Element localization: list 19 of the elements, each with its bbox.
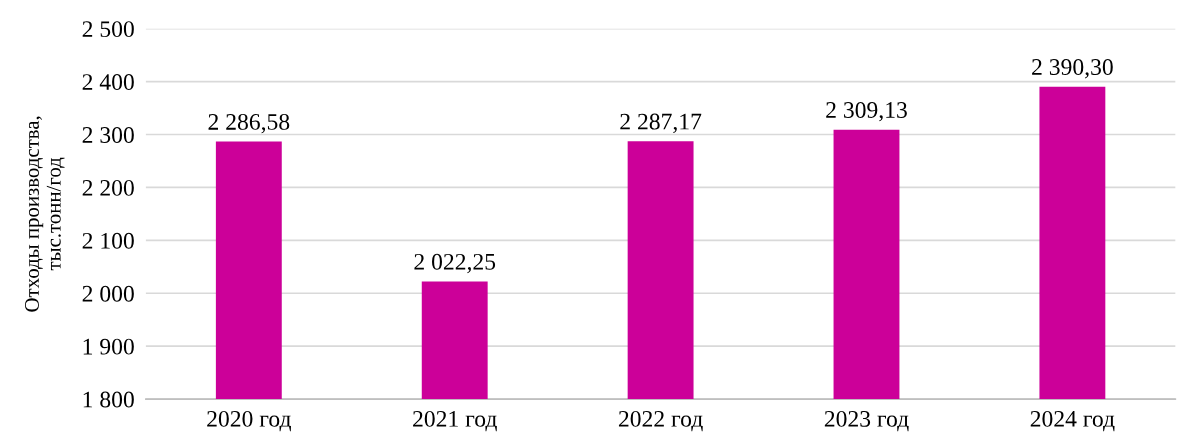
y-axis-title: Отходы производства, тыс.тонн/год — [24, 116, 65, 312]
x-tick-label: 2023 год — [824, 410, 909, 432]
x-tick-label: 2024 год — [1030, 410, 1115, 432]
x-tick-label: 2022 год — [618, 410, 703, 432]
y-tick-label: 2 500 — [82, 21, 134, 38]
data-label: 2 286,58 — [208, 113, 290, 134]
y-tick-label: 2 200 — [82, 179, 134, 196]
data-label: 2 309,13 — [826, 102, 907, 122]
x-tick-label: 2020 год — [207, 410, 291, 432]
y-tick-label: 2 300 — [82, 127, 134, 143]
data-label: 2 390,30 — [1032, 59, 1113, 79]
y-tick-label: 2 000 — [82, 285, 134, 302]
data-label: 2 022,25 — [414, 253, 496, 274]
y-tick-label: 2 400 — [82, 74, 134, 91]
data-label: 2 287,17 — [620, 113, 702, 133]
y-tick-label: 2 100 — [82, 232, 134, 249]
x-tick-label: 2021 год — [413, 410, 497, 432]
y-tick-label: 1 800 — [83, 391, 134, 408]
y-tick-label: 1 900 — [83, 338, 134, 355]
